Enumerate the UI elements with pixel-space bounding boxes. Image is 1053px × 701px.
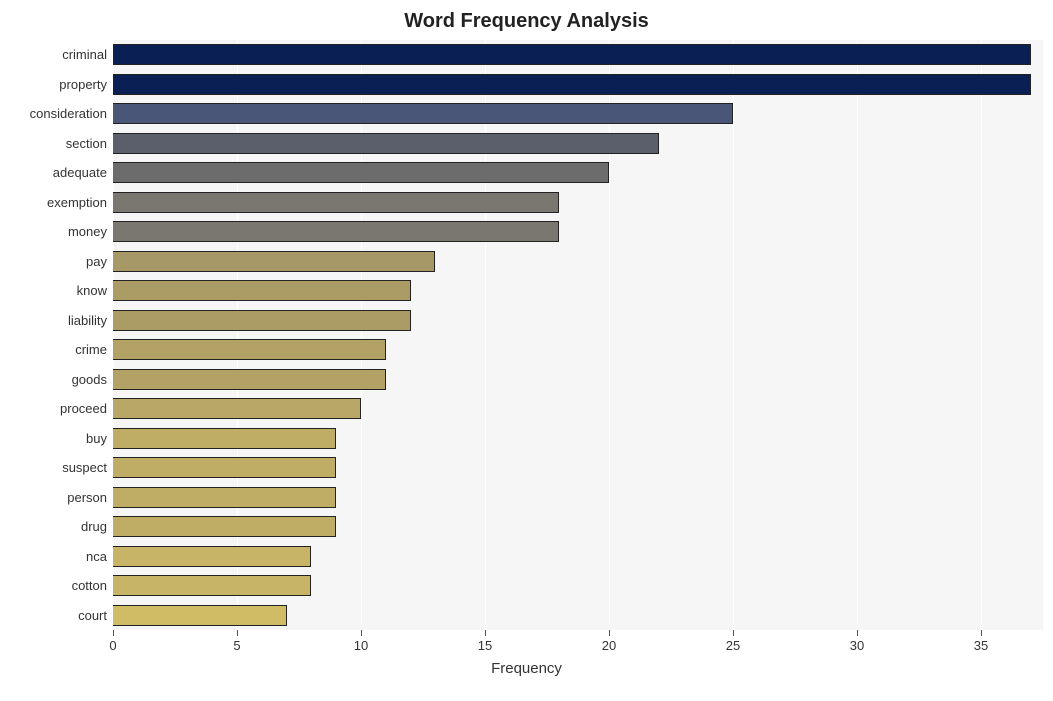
x-tick xyxy=(857,630,858,636)
x-tick xyxy=(485,630,486,636)
grid-line xyxy=(981,40,982,630)
grid-line xyxy=(237,40,238,630)
plot-area xyxy=(113,40,1043,630)
y-tick-label: section xyxy=(7,133,107,154)
y-tick-label: person xyxy=(7,487,107,508)
bar xyxy=(113,103,733,124)
x-axis-title: Frequency xyxy=(0,660,1053,677)
chart-title: Word Frequency Analysis xyxy=(0,10,1053,33)
grid-line xyxy=(857,40,858,630)
y-tick-label: money xyxy=(7,221,107,242)
y-tick-label: property xyxy=(7,74,107,95)
bar xyxy=(113,44,1031,65)
y-tick-label: adequate xyxy=(7,162,107,183)
bar xyxy=(113,221,559,242)
y-tick-label: buy xyxy=(7,428,107,449)
y-tick-label: suspect xyxy=(7,457,107,478)
y-tick-label: court xyxy=(7,605,107,626)
y-tick-label: exemption xyxy=(7,192,107,213)
x-tick-label: 0 xyxy=(109,638,116,653)
y-tick-label: proceed xyxy=(7,398,107,419)
bar xyxy=(113,74,1031,95)
x-tick-label: 30 xyxy=(850,638,864,653)
bar xyxy=(113,546,311,567)
bar xyxy=(113,428,336,449)
x-tick xyxy=(981,630,982,636)
y-tick-label: criminal xyxy=(7,44,107,65)
x-tick xyxy=(361,630,362,636)
x-tick xyxy=(733,630,734,636)
x-tick xyxy=(609,630,610,636)
bar xyxy=(113,369,386,390)
bar xyxy=(113,280,411,301)
x-tick-label: 25 xyxy=(726,638,740,653)
x-tick-label: 35 xyxy=(974,638,988,653)
y-tick-label: nca xyxy=(7,546,107,567)
y-tick-label: consideration xyxy=(7,103,107,124)
bar xyxy=(113,192,559,213)
grid-line xyxy=(609,40,610,630)
word-frequency-chart: Word Frequency Analysis Frequency 0 5 10 15… xyxy=(0,0,1053,701)
x-tick-label: 20 xyxy=(602,638,616,653)
grid-line xyxy=(733,40,734,630)
bar xyxy=(113,251,435,272)
bar xyxy=(113,339,386,360)
bar xyxy=(113,575,311,596)
bar xyxy=(113,487,336,508)
bar xyxy=(113,516,336,537)
grid-line xyxy=(361,40,362,630)
y-tick-label: drug xyxy=(7,516,107,537)
y-tick-label: goods xyxy=(7,369,107,390)
y-tick-label: cotton xyxy=(7,575,107,596)
y-tick-label: crime xyxy=(7,339,107,360)
grid-line xyxy=(485,40,486,630)
bar xyxy=(113,162,609,183)
bar xyxy=(113,457,336,478)
x-tick-label: 5 xyxy=(233,638,240,653)
bar xyxy=(113,605,287,626)
y-tick-label: liability xyxy=(7,310,107,331)
x-tick xyxy=(113,630,114,636)
y-tick-label: pay xyxy=(7,251,107,272)
grid-line xyxy=(113,40,114,630)
bar xyxy=(113,133,659,154)
x-tick-label: 10 xyxy=(354,638,368,653)
bar xyxy=(113,398,361,419)
x-tick-label: 15 xyxy=(478,638,492,653)
y-tick-label: know xyxy=(7,280,107,301)
x-tick xyxy=(237,630,238,636)
bar xyxy=(113,310,411,331)
